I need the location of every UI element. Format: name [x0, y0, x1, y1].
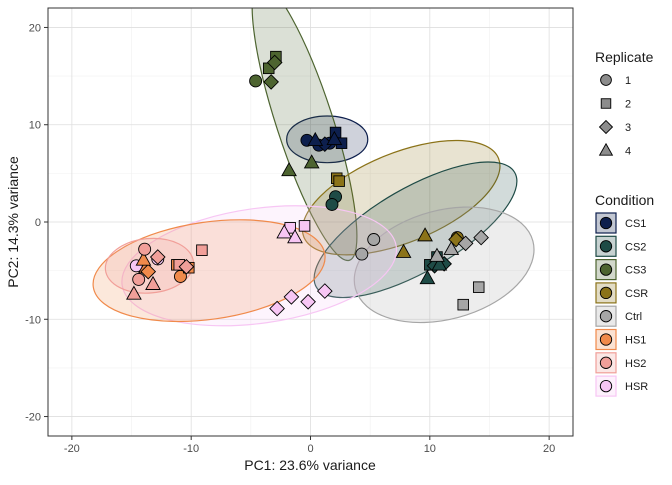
condition-legend-label: HS1: [625, 335, 646, 347]
point-ctrl-rep3: [473, 229, 489, 246]
x-tick-label: -10: [183, 443, 199, 455]
point-cs2-rep4: [419, 269, 436, 285]
replicate-legend-label: 1: [625, 75, 631, 87]
legend-key-circle: [600, 74, 612, 86]
point-cs3-rep4: [281, 162, 297, 177]
condition-legend-label: CS2: [625, 241, 646, 253]
point-ctrl-rep2: [472, 281, 485, 293]
condition-legend: Condition CS1 CS2 CS3 CSR Ctrl HS1 HS2 HSR: [595, 192, 654, 397]
point-hs2-rep4: [126, 285, 142, 300]
legend-key-cs3: [599, 263, 613, 276]
axis-ticks: -20 -10 0 10 20 -20 -10 0 10 20: [25, 22, 555, 455]
point-hs1-rep3: [140, 263, 157, 280]
y-tick-label: -20: [25, 412, 41, 424]
point-hs2-rep1: [138, 242, 152, 256]
point-cs1-rep4: [326, 130, 343, 146]
point-csr-rep4: [417, 227, 433, 242]
replicate-legend-label: 3: [625, 122, 631, 134]
x-tick-label: -20: [64, 443, 80, 455]
point-cs3-rep4: [303, 154, 320, 169]
legend-key-csr: [599, 286, 613, 300]
condition-legend-label: HSR: [625, 381, 648, 393]
point-hs2-rep1: [132, 272, 146, 286]
point-cs3-rep1: [249, 74, 263, 88]
point-ctrl-rep4: [443, 240, 460, 255]
point-hs2-rep2: [196, 244, 208, 256]
point-cs2-rep1: [325, 198, 339, 211]
replicate-legend-label: 4: [625, 146, 631, 158]
condition-legend-label: Ctrl: [625, 311, 642, 323]
y-tick-label: 20: [29, 22, 41, 34]
point-hsr-rep4: [287, 229, 303, 244]
ellipse-hs1: [92, 219, 326, 323]
legend-key-ctrl: [599, 310, 613, 323]
condition-ellipses: [92, 8, 535, 327]
point-hs1-rep4: [135, 251, 152, 266]
y-axis-title: PC2: 14.3% variance: [5, 156, 21, 288]
point-ctrl-rep1: [355, 247, 369, 261]
point-hsr-rep3: [283, 289, 300, 305]
point-hsr-rep3: [269, 300, 285, 317]
point-ctrl-rep2: [457, 298, 469, 311]
point-cs3-rep3: [263, 74, 279, 90]
condition-legend-title: Condition: [595, 192, 654, 208]
legend-key-hs2: [599, 356, 613, 369]
replicate-legend-label: 2: [625, 99, 631, 111]
point-cs2-rep4: [431, 256, 448, 271]
point-csr-rep2: [333, 175, 345, 187]
point-hsr-rep3: [300, 293, 316, 310]
y-tick-label: 10: [29, 120, 41, 132]
legend-key-diamond: [598, 119, 614, 135]
point-cs1-rep4: [307, 131, 324, 146]
point-hsr-rep3: [316, 283, 333, 299]
point-hs2-rep3: [149, 249, 166, 265]
x-axis-title: PC1: 23.6% variance: [244, 457, 376, 473]
point-ctrl-rep1: [367, 233, 381, 246]
point-hs2-rep3: [178, 258, 195, 275]
legend-key-triangle: [598, 142, 614, 156]
legend-key-cs1: [599, 216, 613, 230]
legend-key-hs1: [599, 333, 613, 346]
y-tick-label: -10: [25, 314, 41, 326]
replicate-legend: Replicate 1 2 3 4: [595, 49, 654, 158]
point-ctrl-rep4: [429, 247, 445, 262]
point-csr-rep4: [395, 243, 412, 258]
point-hs2-rep4: [145, 275, 161, 290]
point-cs3-rep3: [266, 54, 283, 71]
point-ctrl-rep3: [457, 235, 474, 252]
replicate-legend-title: Replicate: [595, 49, 654, 65]
legend-key-square: [600, 98, 612, 109]
sample-points: [126, 50, 489, 317]
x-tick-label: 0: [307, 443, 313, 455]
legend-key-cs2: [599, 240, 613, 253]
condition-legend-label: HS2: [625, 358, 646, 370]
point-hsr-rep2: [298, 220, 311, 232]
condition-legend-label: CSR: [625, 288, 648, 300]
point-hsr-rep4: [276, 224, 293, 239]
y-tick-label: 0: [35, 217, 41, 229]
legend-key-hsr: [599, 379, 613, 393]
condition-legend-label: CS1: [625, 218, 646, 230]
x-tick-label: 20: [543, 443, 555, 455]
x-tick-label: 10: [424, 443, 436, 455]
condition-legend-label: CS3: [625, 265, 646, 277]
